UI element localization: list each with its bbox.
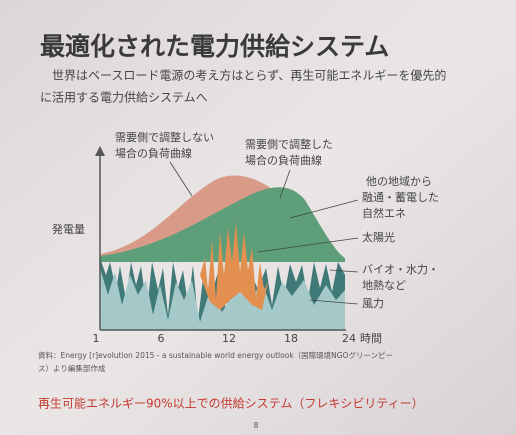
annotation: 他の地域から (366, 175, 432, 188)
x-axis-unit: 時間 (360, 332, 382, 345)
y-axis-arrow (95, 146, 105, 156)
annotation: 需要側で調整した (245, 137, 333, 151)
subtitle-line: 世界はベースロード電源の考え方はとらず、再生可能エネルギーを優先的 (52, 68, 446, 83)
title: 最適化された電力供給システム (40, 32, 389, 61)
annotation: 需要側で調整しない (115, 130, 214, 144)
leader-line (279, 169, 291, 199)
annotation: 場合の負荷曲線 (115, 146, 192, 160)
y-axis-label: 発電量 (52, 222, 85, 236)
x-tick-label: 6 (158, 332, 165, 345)
page-number: 8 (254, 421, 259, 430)
solar-area (200, 222, 268, 310)
annotation: 場合の負荷曲線 (245, 153, 322, 167)
leader-line (309, 299, 359, 305)
adjusted-load-area (100, 187, 345, 262)
x-tick-label: 1 (93, 332, 100, 345)
footer: 再生可能エネルギー90%以上での供給システム（フレキシビリティー） (38, 397, 424, 411)
leader-line (329, 269, 359, 273)
x-tick-label: 12 (222, 332, 236, 345)
annotation: 融通・蓄電した (362, 191, 439, 204)
annotation: 風力 (362, 297, 384, 310)
annotation: 自然エネ (362, 206, 406, 220)
subtitle-line: に活用する電力供給システムへ (40, 91, 208, 105)
annotation: 太陽光 (362, 230, 395, 244)
source: 資料：Energy [r]evolution 2015 - a sustaina… (38, 350, 393, 360)
x-tick-label: 18 (284, 332, 298, 345)
leader-line (169, 161, 193, 197)
x-tick-label: 24 (342, 332, 356, 345)
leader-line (257, 237, 359, 253)
leader-line (289, 199, 359, 219)
source: ス）より編集部作成 (38, 363, 106, 373)
annotation: 地熱など (362, 279, 406, 292)
annotation: バイオ・水力・ (362, 263, 439, 276)
wind-area (100, 268, 345, 330)
